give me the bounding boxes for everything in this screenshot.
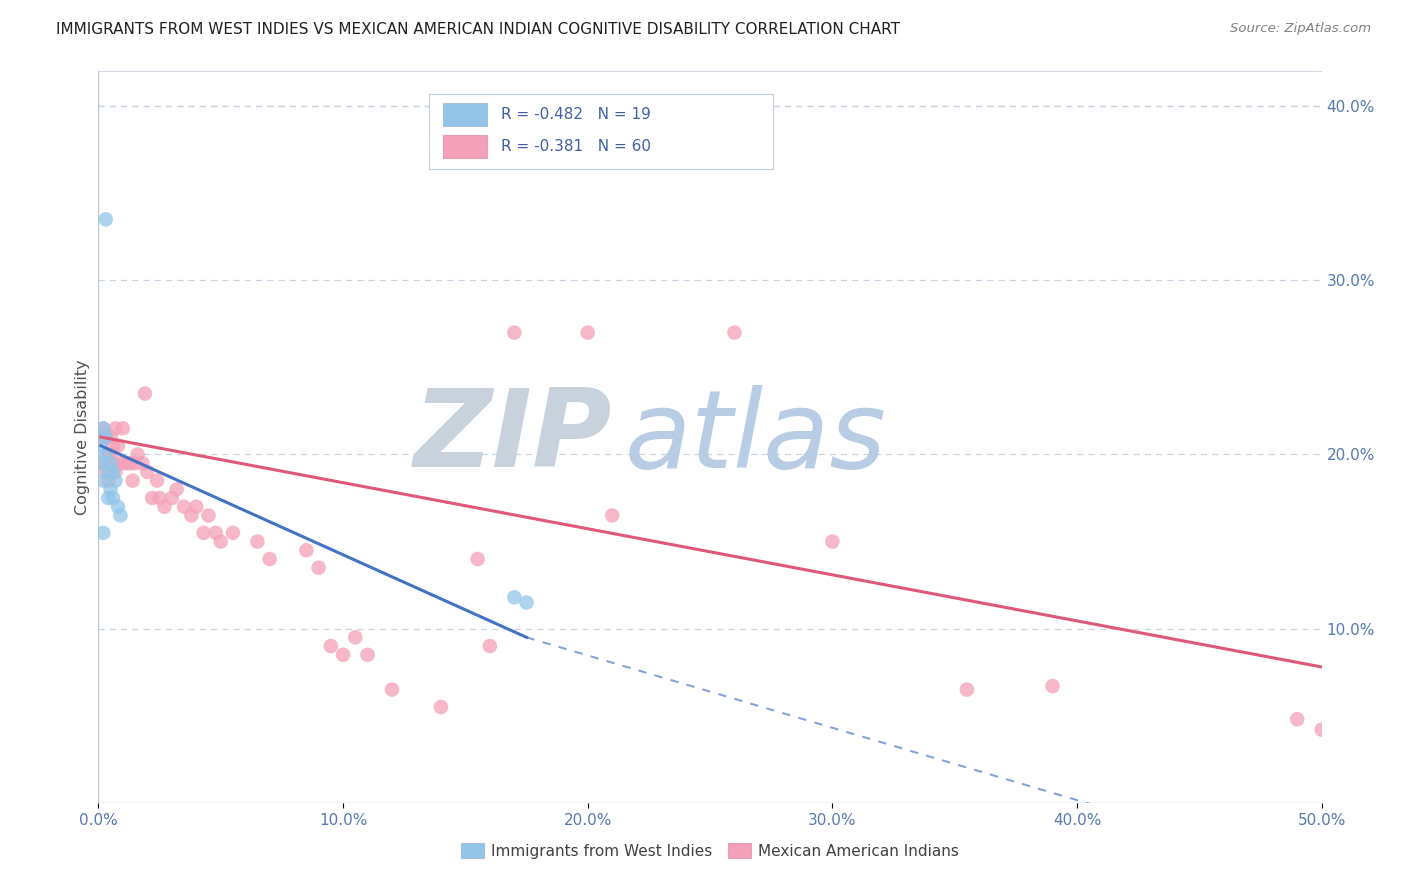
Point	[160, 491, 183, 505]
Point	[136, 465, 159, 479]
Point	[259, 552, 281, 566]
Point	[134, 386, 156, 401]
Point	[97, 491, 120, 505]
Point	[90, 430, 112, 444]
Point	[110, 508, 132, 523]
Point	[104, 465, 127, 479]
Point	[600, 508, 623, 523]
Point	[101, 465, 124, 479]
Point	[107, 500, 129, 514]
Point	[121, 474, 143, 488]
Point	[332, 648, 354, 662]
Point	[104, 421, 127, 435]
Point	[100, 483, 122, 497]
Point	[91, 421, 114, 435]
Text: R = -0.381   N = 60: R = -0.381 N = 60	[501, 139, 651, 154]
Point	[295, 543, 318, 558]
Point	[956, 682, 979, 697]
FancyBboxPatch shape	[443, 136, 488, 158]
Point	[356, 648, 378, 662]
Point	[94, 465, 117, 479]
Legend: Immigrants from West Indies, Mexican American Indians: Immigrants from West Indies, Mexican Ame…	[454, 837, 966, 864]
Point	[515, 595, 537, 609]
Point	[723, 326, 745, 340]
Point	[141, 491, 163, 505]
Point	[146, 474, 169, 488]
Text: R = -0.482   N = 19: R = -0.482 N = 19	[501, 107, 651, 121]
Point	[319, 639, 342, 653]
Text: ZIP: ZIP	[413, 384, 612, 490]
Text: atlas: atlas	[624, 384, 886, 490]
Point	[97, 474, 120, 488]
Point	[173, 500, 195, 514]
Point	[110, 456, 132, 470]
Point	[205, 525, 228, 540]
Point	[821, 534, 844, 549]
Point	[478, 639, 501, 653]
Text: IMMIGRANTS FROM WEST INDIES VS MEXICAN AMERICAN INDIAN COGNITIVE DISABILITY CORR: IMMIGRANTS FROM WEST INDIES VS MEXICAN A…	[56, 22, 900, 37]
Point	[104, 474, 127, 488]
Point	[503, 591, 526, 605]
Point	[91, 525, 114, 540]
Point	[197, 508, 219, 523]
Point	[100, 430, 122, 444]
Point	[94, 212, 117, 227]
Point	[111, 456, 134, 470]
Point	[193, 525, 215, 540]
Point	[1286, 712, 1309, 726]
Point	[97, 465, 120, 479]
FancyBboxPatch shape	[443, 103, 488, 126]
Point	[91, 421, 114, 435]
Point	[149, 491, 172, 505]
Point	[131, 456, 153, 470]
Point	[127, 448, 149, 462]
Point	[111, 421, 134, 435]
Point	[381, 682, 404, 697]
Point	[246, 534, 269, 549]
Point	[344, 631, 367, 645]
Point	[576, 326, 599, 340]
Point	[100, 456, 122, 470]
Point	[94, 430, 117, 444]
Point	[1310, 723, 1333, 737]
Point	[100, 448, 122, 462]
Point	[90, 456, 112, 470]
Point	[101, 456, 124, 470]
Point	[166, 483, 188, 497]
Point	[117, 456, 139, 470]
Point	[1042, 679, 1064, 693]
Point	[101, 439, 124, 453]
Point	[186, 500, 208, 514]
Point	[91, 456, 114, 470]
Point	[222, 525, 245, 540]
Y-axis label: Cognitive Disability: Cognitive Disability	[75, 359, 90, 515]
Point	[153, 500, 176, 514]
Point	[124, 456, 146, 470]
Point	[107, 439, 129, 453]
Point	[97, 448, 120, 462]
Point	[180, 508, 202, 523]
Point	[94, 448, 117, 462]
Point	[209, 534, 232, 549]
Point	[430, 700, 453, 714]
Text: Source: ZipAtlas.com: Source: ZipAtlas.com	[1230, 22, 1371, 36]
Point	[90, 439, 112, 453]
Point	[308, 560, 330, 574]
Point	[94, 430, 117, 444]
Point	[91, 474, 114, 488]
Point	[101, 491, 124, 505]
Point	[120, 456, 142, 470]
Point	[467, 552, 489, 566]
Point	[503, 326, 526, 340]
